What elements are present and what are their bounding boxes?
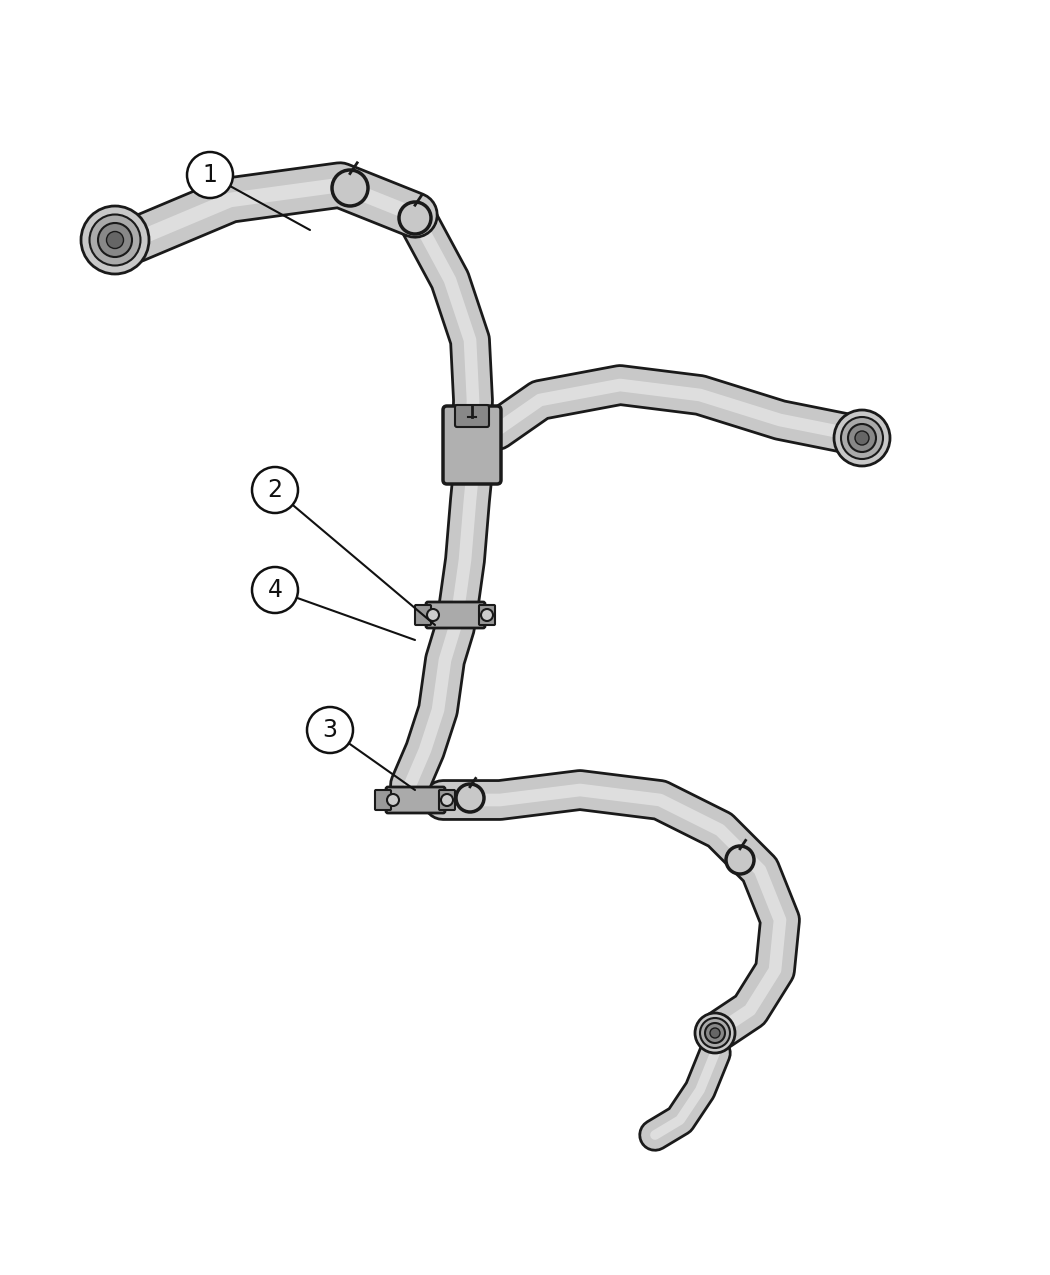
FancyBboxPatch shape: [443, 405, 501, 484]
Circle shape: [695, 1014, 735, 1053]
Circle shape: [98, 223, 132, 258]
Circle shape: [848, 425, 876, 453]
FancyBboxPatch shape: [439, 790, 455, 810]
Circle shape: [89, 214, 141, 265]
FancyBboxPatch shape: [415, 606, 430, 625]
Circle shape: [710, 1028, 720, 1038]
Circle shape: [332, 170, 368, 207]
Circle shape: [456, 784, 484, 812]
Circle shape: [834, 411, 890, 465]
Circle shape: [441, 794, 453, 806]
Circle shape: [106, 232, 124, 249]
FancyBboxPatch shape: [386, 787, 445, 813]
Circle shape: [705, 1023, 724, 1043]
Circle shape: [387, 794, 399, 806]
Text: 1: 1: [203, 163, 217, 187]
Circle shape: [481, 609, 494, 621]
Circle shape: [81, 207, 149, 274]
FancyBboxPatch shape: [375, 790, 391, 810]
Circle shape: [427, 609, 439, 621]
Circle shape: [252, 467, 298, 513]
Text: 2: 2: [268, 478, 282, 502]
Text: 3: 3: [322, 718, 337, 742]
FancyBboxPatch shape: [426, 602, 485, 629]
FancyBboxPatch shape: [455, 405, 489, 427]
Circle shape: [252, 567, 298, 613]
Circle shape: [700, 1017, 730, 1048]
Text: 4: 4: [268, 578, 282, 602]
FancyBboxPatch shape: [479, 606, 495, 625]
Circle shape: [187, 152, 233, 198]
Circle shape: [307, 708, 353, 754]
Circle shape: [841, 417, 883, 459]
Circle shape: [855, 431, 869, 445]
Circle shape: [399, 201, 430, 235]
Circle shape: [726, 847, 754, 873]
